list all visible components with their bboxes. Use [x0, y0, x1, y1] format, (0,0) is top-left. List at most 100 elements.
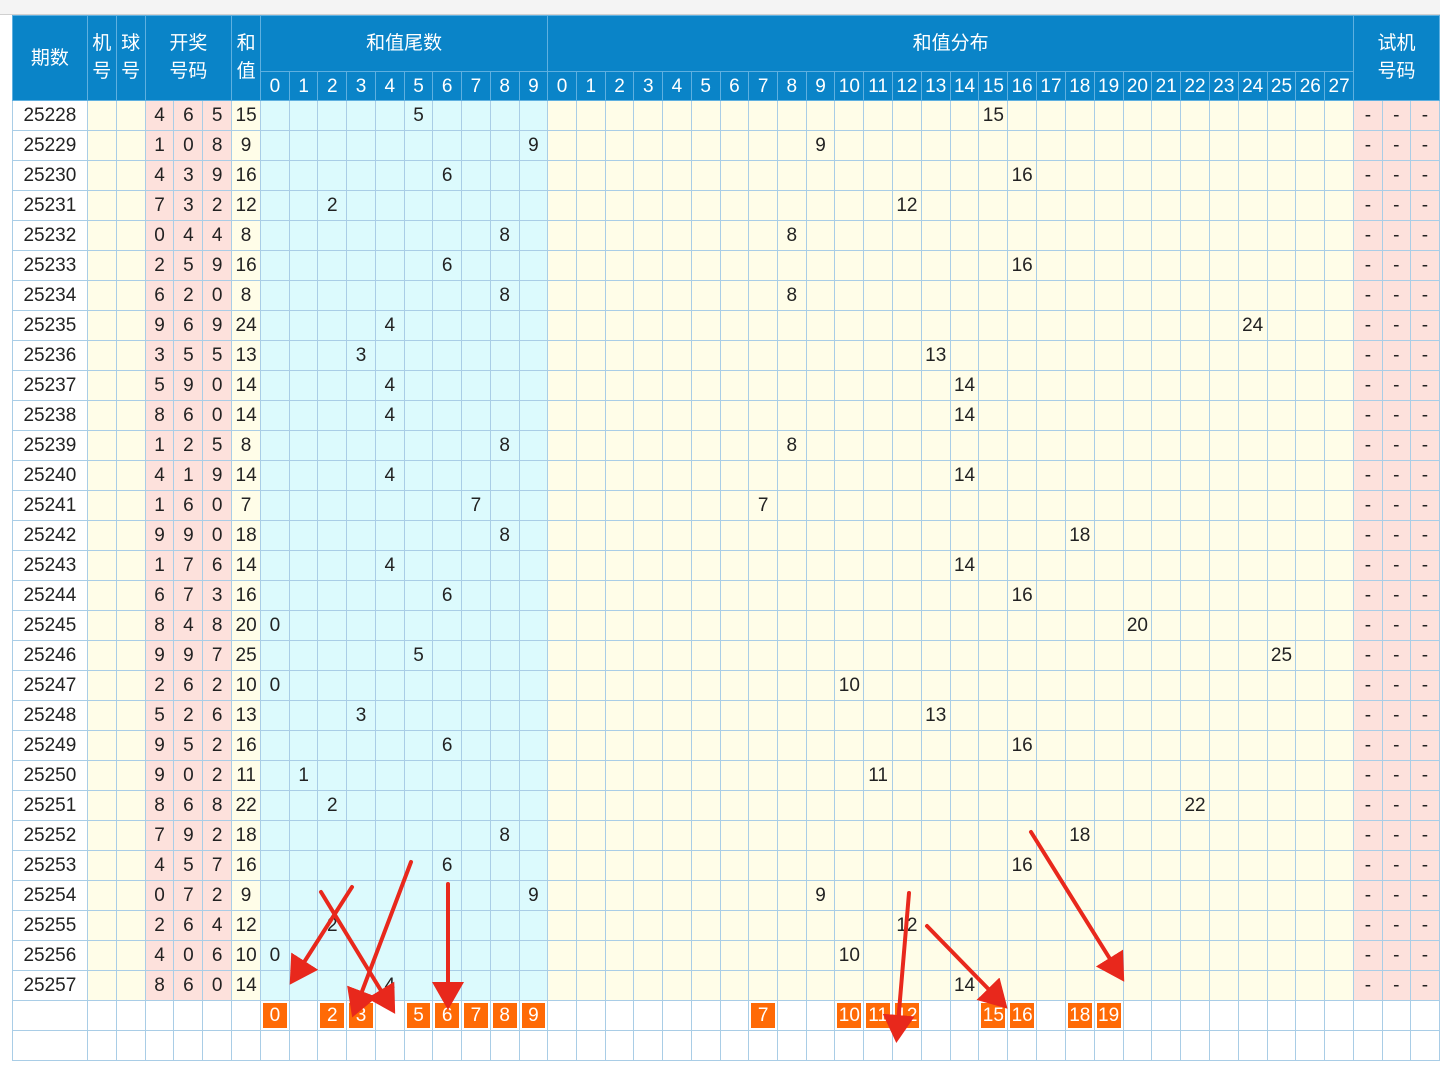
- table-row[interactable]: 25241 1 6 0 7 7 7- - -: [12, 490, 1440, 521]
- table-row[interactable]: 25249 9 5 2 16 6 16- - -: [12, 730, 1440, 761]
- dist-cell: [1093, 130, 1124, 161]
- trial-cell: -: [1409, 220, 1440, 251]
- selected-sum-cell[interactable]: 19: [1093, 1000, 1124, 1031]
- table-row[interactable]: 25250 9 0 2 11 1 11- - -: [12, 760, 1440, 791]
- dist-cell: [1064, 550, 1095, 581]
- table-row[interactable]: 25257 8 6 0 14 4 14- - -: [12, 970, 1440, 1001]
- dist-cell: [949, 490, 980, 521]
- table-row[interactable]: 25242 9 9 0 18 8 18- - -: [12, 520, 1440, 551]
- table-row[interactable]: 25230 4 3 9 16 6 16- - -: [12, 160, 1440, 191]
- dist-cell: [1266, 310, 1297, 341]
- selected-sum-cell[interactable]: 16: [1007, 1000, 1038, 1031]
- selected-sum-cell[interactable]: 10: [834, 1000, 865, 1031]
- table-row[interactable]: 25233 2 5 9 16 6 16- - -: [12, 250, 1440, 281]
- ball-cell: [115, 520, 146, 551]
- table-row[interactable]: 25246 9 9 7 25 5 25- - -: [12, 640, 1440, 671]
- dist-cell: 10: [834, 940, 865, 971]
- dist-cell: [690, 550, 721, 581]
- selected-tail-cell[interactable]: 8: [489, 1000, 520, 1031]
- tail-cell: [260, 400, 290, 431]
- dist-cell: [1122, 640, 1153, 671]
- dist-cell: [949, 520, 980, 551]
- table-row[interactable]: 25254 0 7 2 9 9 9- - -: [12, 880, 1440, 911]
- dist-cell: [1295, 460, 1326, 491]
- tail-cell: [461, 820, 491, 851]
- table-row[interactable]: 25252 7 9 2 18 8 18- - -: [12, 820, 1440, 851]
- table-row[interactable]: 25236 3 5 5 13 3 13- - -: [12, 340, 1440, 371]
- table-row[interactable]: 25248 5 2 6 13 3 13- - -: [12, 700, 1440, 731]
- dist-cell: [978, 280, 1009, 311]
- table-row[interactable]: 25231 7 3 2 12 2 12- - -: [12, 190, 1440, 221]
- period-cell: 25228: [12, 100, 88, 131]
- dist-cell: [1324, 310, 1355, 341]
- dist-cell: [1237, 490, 1268, 521]
- draw-number-cell: 6: [202, 700, 233, 731]
- dist-cell: [892, 220, 922, 251]
- table-row[interactable]: 25247 2 6 2 10 0 10- - -: [12, 670, 1440, 701]
- selected-tail-cell[interactable]: 6: [432, 1000, 463, 1031]
- table-row[interactable]: 25243 1 7 6 14 4 14- - -: [12, 550, 1440, 581]
- table-row[interactable]: 25245 8 4 8 20 0 20- - -: [12, 610, 1440, 641]
- dist-cell: [633, 760, 664, 791]
- table-row[interactable]: 25229 1 0 8 9 9 9- - -: [12, 130, 1440, 161]
- selected-tail-cell[interactable]: 7: [461, 1000, 491, 1031]
- dist-cell: [834, 250, 865, 281]
- table-row[interactable]: 25235 9 6 9 24 4 24- - -: [12, 310, 1440, 341]
- dist-cell: [1151, 850, 1182, 881]
- draw-number-cell: 0: [202, 280, 233, 311]
- ball-cell: [115, 580, 146, 611]
- selected-sum-cell[interactable]: 12: [892, 1000, 922, 1031]
- dist-cell: [690, 940, 721, 971]
- header-period[interactable]: 期数: [12, 15, 88, 101]
- dist-cell: [949, 580, 980, 611]
- selected-tail-cell[interactable]: 0: [260, 1000, 290, 1031]
- tail-cell: [260, 310, 290, 341]
- dist-cell: [1324, 490, 1355, 521]
- table-row[interactable]: 25232 0 4 4 8 8 8- - -: [12, 220, 1440, 251]
- draw-number-cell: 9: [202, 310, 233, 341]
- header-dist-5: 5: [690, 71, 721, 101]
- table-row[interactable]: 25240 4 1 9 14 4 14- - -: [12, 460, 1440, 491]
- tail-cell: [461, 190, 491, 221]
- table-row[interactable]: 25239 1 2 5 8 8 8- - -: [12, 430, 1440, 461]
- dist-cell: [547, 190, 577, 221]
- dist-cell: [662, 760, 692, 791]
- selected-tail-cell[interactable]: 5: [403, 1000, 434, 1031]
- selected-tail-cell[interactable]: 2: [317, 1000, 348, 1031]
- table-row[interactable]: 25251 8 6 8 22 2 22- - -: [12, 790, 1440, 821]
- header-sum-label: 和值: [236, 33, 256, 82]
- dist-cell: [949, 640, 980, 671]
- selected-tail-cell[interactable]: 9: [518, 1000, 549, 1031]
- dist-cell: [1036, 280, 1066, 311]
- table-row[interactable]: 25237 5 9 0 14 4 14- - -: [12, 370, 1440, 401]
- blank-cell: [461, 1030, 491, 1061]
- dist-cell: [1295, 790, 1326, 821]
- selected-sum-cell[interactable]: 7: [748, 1000, 778, 1031]
- table-row[interactable]: 25256 4 0 6 10 0 10- - -: [12, 940, 1440, 971]
- table-row[interactable]: 25238 8 6 0 14 4 14- - -: [12, 400, 1440, 431]
- table-row[interactable]: 25234 6 2 0 8 8 8- - -: [12, 280, 1440, 311]
- table-row[interactable]: 25253 4 5 7 16 6 16- - -: [12, 850, 1440, 881]
- dist-cell: [1237, 460, 1268, 491]
- dist-cell: [633, 610, 664, 641]
- dist-cell: [604, 400, 635, 431]
- table-row[interactable]: 25244 6 7 3 16 6 16- - -: [12, 580, 1440, 611]
- selected-sum-cell[interactable]: 15: [978, 1000, 1009, 1031]
- machine-cell: [86, 760, 117, 791]
- blank-cell: [690, 1030, 721, 1061]
- tail-cell: 3: [346, 700, 376, 731]
- machine-cell: [86, 430, 117, 461]
- dist-cell: [1208, 130, 1239, 161]
- blank-cell: [1381, 1030, 1411, 1061]
- selected-sum-cell[interactable]: 11: [863, 1000, 894, 1031]
- dist-cell: [1237, 820, 1268, 851]
- table-row[interactable]: 25228 4 6 5 15 5 15- - -: [12, 100, 1440, 131]
- table-row[interactable]: 25255 2 6 4 12 2 12- - -: [12, 910, 1440, 941]
- tail-cell: [374, 280, 405, 311]
- dist-cell: [748, 130, 778, 161]
- selected-tail-cell[interactable]: 3: [346, 1000, 376, 1031]
- draw-number-cell: 9: [202, 160, 233, 191]
- dist-cell: [920, 100, 951, 131]
- selected-sum-cell[interactable]: 18: [1064, 1000, 1095, 1031]
- dist-cell: [1007, 100, 1038, 131]
